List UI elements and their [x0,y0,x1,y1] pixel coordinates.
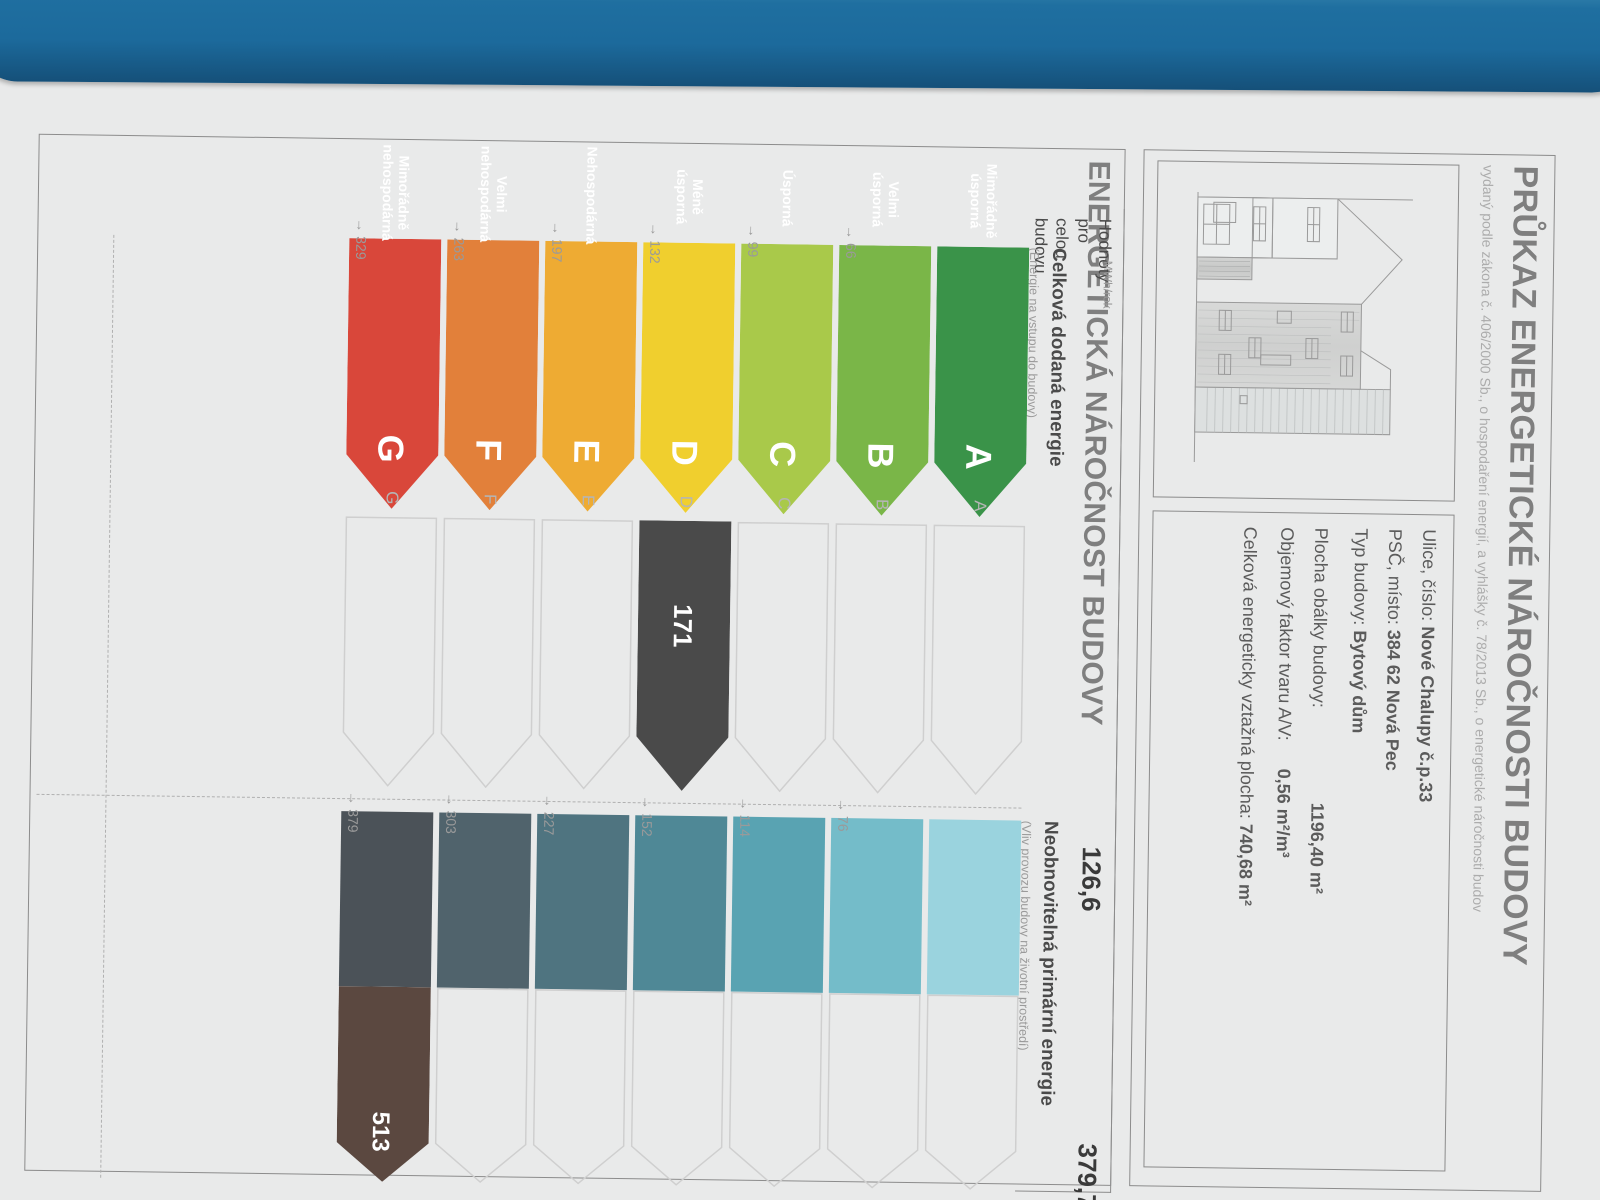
svg-text:G: G [370,434,411,463]
svg-text:E: E [566,439,607,464]
svg-text:513: 513 [367,1111,395,1151]
svg-text:B: B [860,442,901,469]
svg-text:C: C [762,441,803,468]
svg-text:A: A [958,444,999,471]
svg-text:171: 171 [668,604,699,648]
svg-text:D: D [664,440,705,467]
svg-text:F: F [468,439,509,462]
